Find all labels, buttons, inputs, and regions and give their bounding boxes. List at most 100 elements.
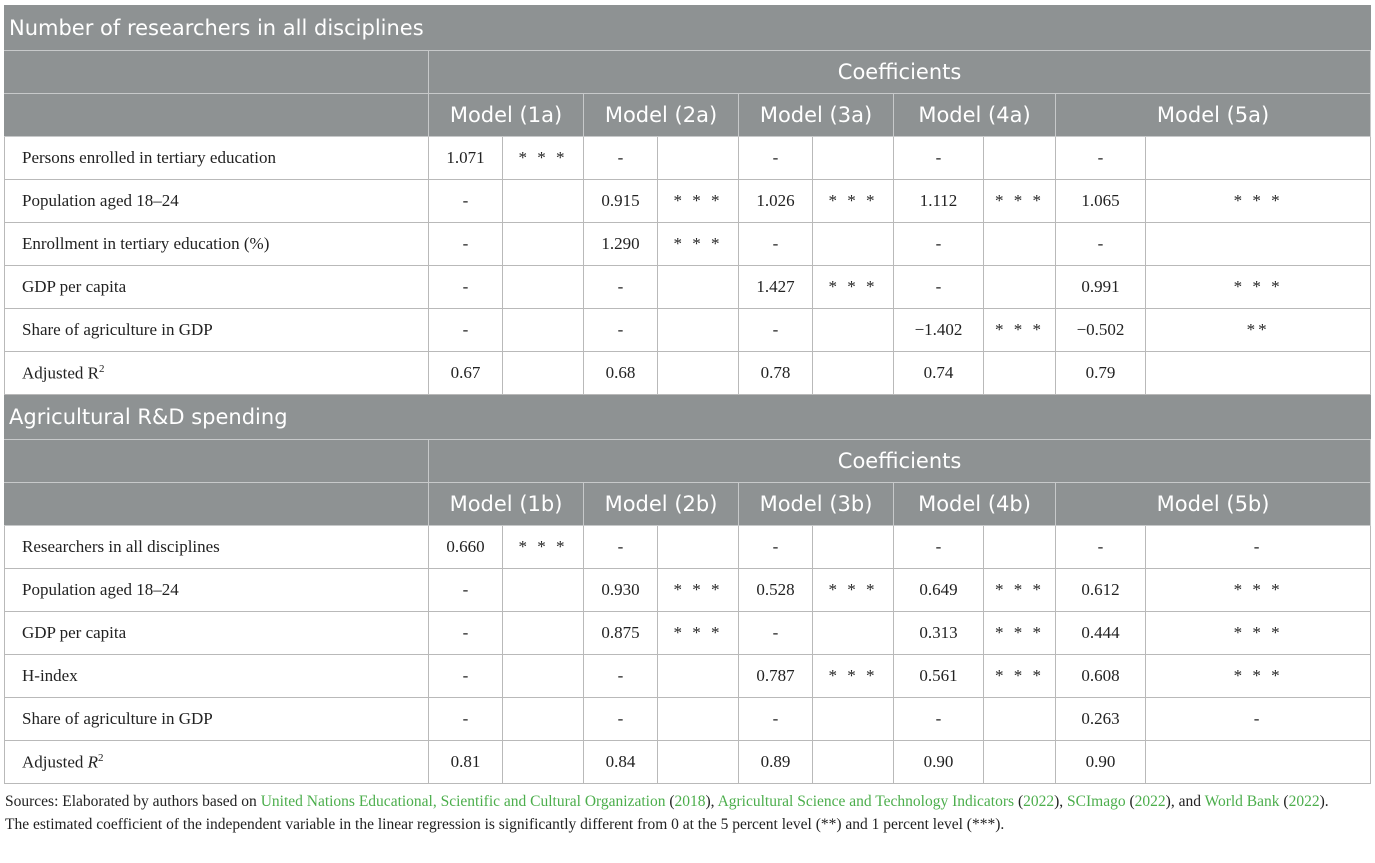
significance-cell: * * *	[983, 308, 1056, 352]
model-header-row: Model (1b) Model (2b) Model (3b) Model (4b)…	[4, 482, 1372, 526]
source-year-link[interactable]: 2022	[1134, 793, 1166, 810]
significance-cell	[657, 265, 739, 309]
coefficient-cell: -	[428, 568, 503, 612]
source-link[interactable]: United Nations Educational, Scientific a…	[260, 793, 666, 810]
section-title-row: Number of researchers in all disciplines	[3, 5, 1372, 51]
model-header: Model (3a)	[738, 93, 894, 137]
significance-cell: **	[1144, 308, 1372, 352]
coefficient-cell: 0.561	[893, 654, 984, 698]
significance-cell	[502, 740, 584, 784]
coefficient-cell: -	[428, 697, 503, 741]
significance-cell	[983, 265, 1056, 309]
significance-cell: * * *	[1144, 611, 1372, 655]
coefficient-cell: −1.402	[893, 308, 984, 352]
significance-cell: * * *	[1144, 568, 1372, 612]
significance-cell: * * *	[502, 136, 584, 180]
row-label-text: GDP per capita	[22, 277, 127, 296]
source-separator: ,	[1059, 793, 1068, 810]
coefficient-cell: -	[583, 265, 658, 309]
significance-cell	[812, 611, 894, 655]
coefficient-cell: -	[428, 179, 503, 223]
source-year-link[interactable]: 2022	[1023, 793, 1055, 810]
model-header: Model (5b)	[1054, 482, 1372, 526]
row-label-italic: R	[87, 752, 99, 772]
table-row: Researchers in all disciplines 0.660 * * *…	[4, 525, 1372, 569]
row-label: Share of agriculture in GDP	[4, 308, 429, 352]
source-references: United Nations Educational, Scientific a…	[260, 793, 1329, 810]
row-label-superscript: 2	[98, 751, 104, 764]
row-label-text: Population aged 18–24	[22, 191, 179, 210]
significance-cell	[812, 222, 894, 266]
coefficient-cell: 0.81	[428, 740, 503, 784]
coefficient-cell: 0.90	[893, 740, 984, 784]
section-title: Number of researchers in all disciplines	[3, 5, 1372, 51]
significance-cell	[983, 697, 1056, 741]
model-header: Model (3b)	[738, 482, 894, 526]
source-separator: .	[1324, 793, 1329, 810]
coefficient-cell: 0.313	[893, 611, 984, 655]
row-label-superscript: 2	[98, 362, 105, 375]
significance-cell	[657, 525, 739, 569]
significance-cell: * * *	[812, 568, 894, 612]
coefficient-cell: -	[583, 654, 658, 698]
significance-cell	[502, 265, 584, 309]
significance-cell	[812, 136, 894, 180]
table-row: Adjusted R2 0.67 0.68 0.78 0.74 0.79	[4, 351, 1372, 395]
significance-cell: * * *	[983, 611, 1056, 655]
significance-cell	[812, 740, 894, 784]
coefficient-cell: 0.660	[428, 525, 503, 569]
source-link[interactable]: Agricultural Science and Technology Indi…	[717, 793, 1015, 810]
significance-cell	[502, 697, 584, 741]
significance-cell: * * *	[502, 525, 584, 569]
coefficient-cell: 0.74	[893, 351, 984, 395]
row-label-text: Researchers in all disciplines	[22, 537, 220, 556]
table-row: Population aged 18–24-0.915 * * * 1.026 * *…	[4, 179, 1372, 223]
coefficient-cell: 1.026	[738, 179, 813, 223]
coefficient-cell: 0.79	[1055, 351, 1146, 395]
coefficient-cell: -	[893, 525, 984, 569]
coefficient-cell: 0.991	[1055, 265, 1146, 309]
source-year-link[interactable]: 2018	[674, 793, 706, 810]
significance-cell	[983, 222, 1056, 266]
coefficient-cell: 0.608	[1055, 654, 1146, 698]
source-year-link[interactable]: 2022	[1288, 793, 1320, 810]
significance-cell: * * *	[983, 568, 1056, 612]
header-blank-cell	[4, 50, 429, 94]
significance-cell	[812, 308, 894, 352]
row-label: Population aged 18–24	[4, 568, 429, 612]
coefficient-cell: -	[428, 611, 503, 655]
coefficient-cell: 1.290	[583, 222, 658, 266]
coefficient-cell: -	[583, 308, 658, 352]
significance-cell: * * *	[812, 654, 894, 698]
significance-cell	[983, 525, 1056, 569]
coefficient-cell: -	[1055, 136, 1146, 180]
significance-note: The estimated coefficient of the indepen…	[5, 816, 1005, 833]
coefficient-cell: -	[583, 136, 658, 180]
significance-cell	[983, 740, 1056, 784]
row-label-text: Persons enrolled in tertiary education	[22, 148, 276, 167]
coefficient-cell: -	[583, 525, 658, 569]
significance-cell: * * *	[657, 179, 739, 223]
coefficients-header: Coefficients	[427, 50, 1372, 94]
table-footnotes: Sources: Elaborated by authors based on …	[4, 790, 1370, 836]
coefficient-cell: -	[893, 265, 984, 309]
significance-cell	[983, 136, 1056, 180]
source-link[interactable]: World Bank	[1204, 793, 1280, 810]
row-label: Persons enrolled in tertiary education	[4, 136, 429, 180]
coefficient-cell: 0.528	[738, 568, 813, 612]
significance-cell	[812, 697, 894, 741]
significance-cell	[657, 654, 739, 698]
coefficient-cell: -	[738, 525, 813, 569]
significance-cell	[502, 222, 584, 266]
model-header: Model (1a)	[428, 93, 584, 137]
row-label: Enrollment in tertiary education (%)	[4, 222, 429, 266]
coefficient-cell: 0.89	[738, 740, 813, 784]
significance-cell: * * *	[812, 179, 894, 223]
significance-cell: -	[1144, 697, 1372, 741]
significance-cell	[1144, 222, 1372, 266]
source-link[interactable]: SCImago	[1067, 793, 1126, 810]
coefficient-cell: 0.68	[583, 351, 658, 395]
coefficient-cell: -	[738, 697, 813, 741]
coefficient-cell: 0.915	[583, 179, 658, 223]
coefficient-cell: -	[738, 222, 813, 266]
